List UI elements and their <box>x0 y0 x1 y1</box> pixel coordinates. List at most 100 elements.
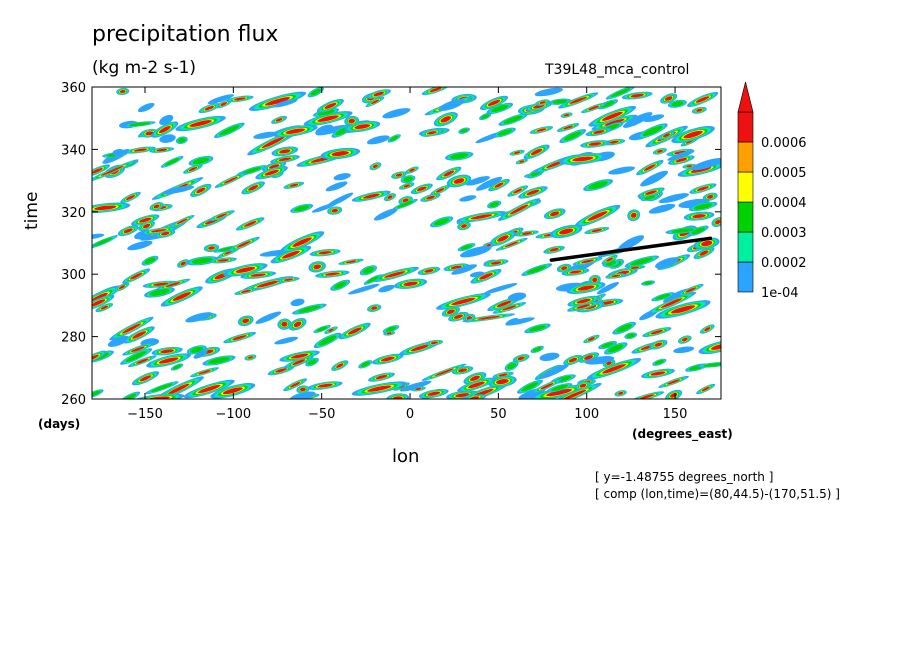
precip-blob <box>548 98 572 105</box>
precip-blob <box>123 121 156 128</box>
precip-contour <box>664 96 673 101</box>
precip-contour <box>701 386 710 392</box>
precip-contour <box>660 298 683 309</box>
precip-blob <box>151 346 183 356</box>
precip-contour <box>469 271 485 278</box>
precip-blob <box>702 192 718 201</box>
precip-blob <box>279 350 320 362</box>
precip-contour <box>587 211 608 221</box>
precip-contour <box>204 105 215 111</box>
y-tick-label: 260 <box>61 393 86 408</box>
precip-contour <box>608 344 624 353</box>
precip-blob <box>421 87 450 96</box>
precip-contour <box>519 160 525 163</box>
precip-contour <box>268 164 280 169</box>
precip-contour <box>622 112 653 128</box>
precip-contour <box>331 151 350 157</box>
precip-blob <box>583 334 600 344</box>
precip-contour <box>563 113 570 117</box>
precip-blob <box>546 383 573 393</box>
precip-contour <box>551 384 569 391</box>
precip-blob <box>214 172 247 188</box>
precip-blob <box>316 99 344 113</box>
precip-blob <box>539 352 560 362</box>
precip-blob <box>512 354 530 363</box>
precip-contour <box>416 186 427 192</box>
precip-contour <box>164 158 180 166</box>
colorbar-segment <box>737 171 754 203</box>
precip-blob <box>241 181 265 195</box>
precip-contour <box>325 181 348 192</box>
precip-contour <box>403 176 413 182</box>
annotation-latitude: [ y=-1.48755 degrees_north ] <box>595 470 774 484</box>
precip-blob <box>667 99 687 108</box>
precip-contour <box>655 257 679 269</box>
precip-contour <box>255 311 282 324</box>
precip-blob <box>529 384 589 399</box>
precip-blob <box>586 358 642 380</box>
precip-blob <box>691 106 707 114</box>
precip-blob <box>558 153 607 165</box>
precip-blob <box>183 379 235 399</box>
precip-blob <box>550 224 583 239</box>
precip-blob <box>410 183 433 195</box>
x-axis-label: lon <box>392 446 420 467</box>
precip-blob <box>585 127 613 137</box>
precip-contour <box>137 102 155 113</box>
precip-contour <box>507 362 517 370</box>
precip-blob <box>162 185 195 195</box>
precip-blob <box>489 231 516 246</box>
precip-contour <box>671 228 695 233</box>
precip-contour <box>131 346 145 352</box>
precip-blob <box>277 318 292 330</box>
colorbar: 1e-04 0.0002 0.0003 0.0004 0.0005 0.0006 <box>737 81 807 301</box>
x-tick-label: −50 <box>308 407 335 422</box>
colorbar-label: 0.0004 <box>761 196 807 211</box>
precip-contour <box>395 173 403 177</box>
precip-contour <box>159 134 176 143</box>
precip-contour <box>491 104 509 113</box>
precip-contour <box>704 327 711 332</box>
precip-contour <box>389 135 399 142</box>
precip-contour <box>497 235 509 242</box>
precip-blob <box>689 183 717 194</box>
precip-contour <box>521 382 539 392</box>
precip-contour <box>701 240 713 247</box>
precip-contour <box>159 114 174 125</box>
precip-contour <box>654 359 664 365</box>
precip-blob <box>417 266 441 275</box>
precip-contour <box>281 321 288 327</box>
precip-contour <box>313 264 322 270</box>
precip-contour <box>152 282 169 286</box>
precip-blob <box>637 123 668 139</box>
precip-contour <box>505 317 519 326</box>
precip-contour <box>297 305 321 313</box>
precip-blob <box>497 198 541 221</box>
precip-blob <box>649 339 668 350</box>
precip-blob <box>535 99 550 106</box>
precip-blob <box>456 211 507 223</box>
precip-contour <box>278 157 292 162</box>
precip-blob <box>574 204 621 228</box>
precip-contour <box>223 176 238 184</box>
precip-contour <box>451 297 476 306</box>
precip-contour <box>275 118 283 122</box>
precip-contour <box>439 98 465 111</box>
precip-blob <box>210 383 256 399</box>
x-tick-label: −100 <box>215 407 251 422</box>
precip-blob <box>671 125 715 144</box>
precip-contour <box>426 195 435 200</box>
precip-blob <box>378 284 395 293</box>
precip-blob <box>138 221 155 231</box>
precip-contour <box>617 391 624 395</box>
precip-contour <box>581 259 595 264</box>
precip-contour <box>410 344 429 352</box>
precip-contour <box>150 383 173 392</box>
precip-contour <box>384 271 406 278</box>
precip-blob <box>531 378 562 394</box>
precip-contour <box>563 125 574 130</box>
precip-blob <box>369 162 382 171</box>
precip-blob <box>646 291 697 315</box>
x-tick-label: 0 <box>406 407 414 422</box>
precip-contour <box>451 264 478 275</box>
